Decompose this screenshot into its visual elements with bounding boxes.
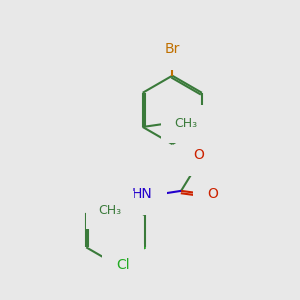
Text: HN: HN <box>132 187 153 201</box>
Text: O: O <box>194 148 204 162</box>
Text: CH₃: CH₃ <box>174 118 197 130</box>
Text: CH₃: CH₃ <box>98 204 122 217</box>
Text: O: O <box>207 187 218 201</box>
Text: Br: Br <box>165 42 180 56</box>
Text: Cl: Cl <box>116 258 130 272</box>
